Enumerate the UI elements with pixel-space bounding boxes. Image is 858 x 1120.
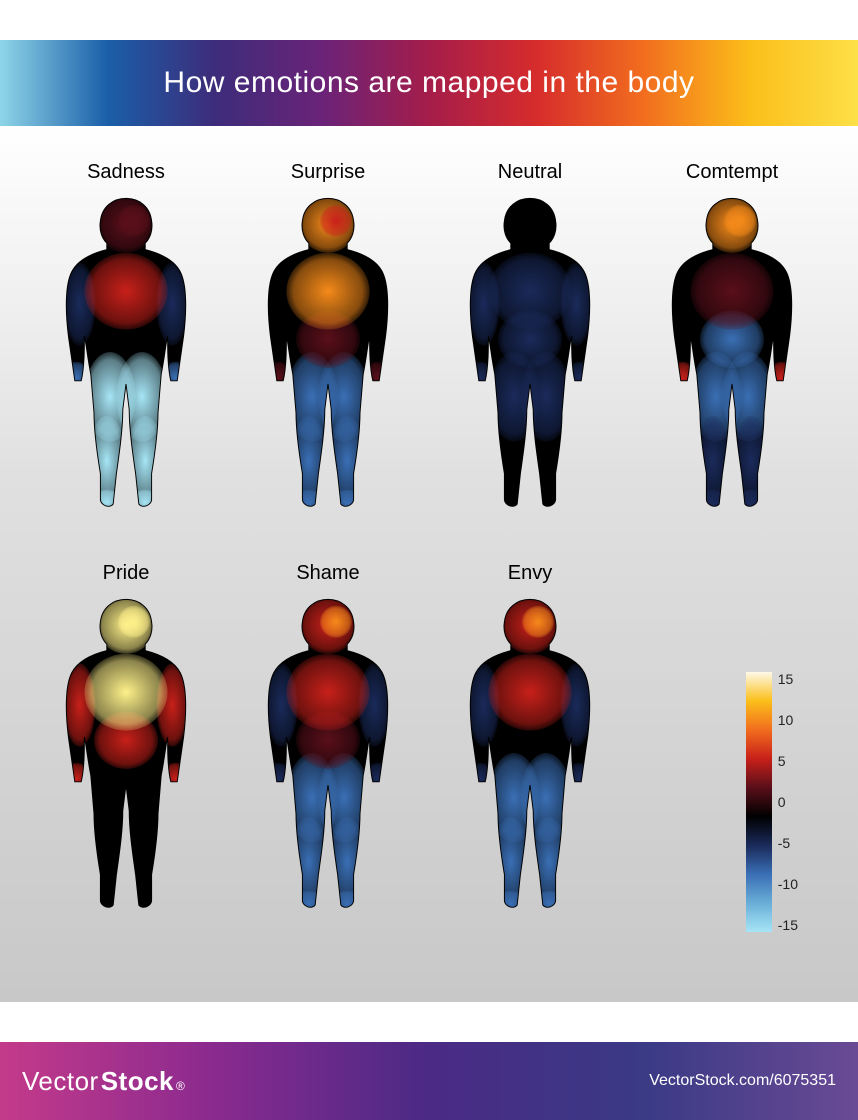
body-heatmap (248, 593, 408, 913)
emotion-figure: Surprise (232, 161, 424, 512)
colorbar-tick: -15 (778, 918, 798, 932)
page-title: How emotions are mapped in the body (163, 66, 694, 100)
brand-part2: Stock (101, 1066, 174, 1097)
colorbar-tick: -10 (778, 877, 798, 891)
emotion-label: Comtempt (686, 161, 778, 184)
body-heatmap (450, 593, 610, 913)
emotion-figure: Comtempt (636, 161, 828, 512)
body-heatmap (652, 192, 812, 512)
emotion-label: Envy (508, 562, 552, 585)
footer-credit: VectorStock.com/6075351 (649, 1072, 836, 1090)
colorbar: 15 10 5 0 -5 -10 -15 (746, 672, 798, 932)
emotion-label: Sadness (87, 161, 165, 184)
brand-reg: ® (176, 1079, 185, 1093)
emotion-figure: Envy (434, 562, 626, 913)
footer-brand: Vector Stock ® (22, 1066, 185, 1097)
body-heatmap (450, 192, 610, 512)
colorbar-ticks: 15 10 5 0 -5 -10 -15 (778, 672, 798, 932)
colorbar-tick: -5 (778, 836, 798, 850)
colorbar-tick: 0 (778, 795, 798, 809)
colorbar-tick: 10 (778, 713, 798, 727)
emotion-figure: Sadness (30, 161, 222, 512)
colorbar-tick: 5 (778, 754, 798, 768)
body-heatmap (248, 192, 408, 512)
emotion-figure: Pride (30, 562, 222, 913)
emotion-label: Surprise (291, 161, 365, 184)
footer: Vector Stock ® VectorStock.com/6075351 (0, 1042, 858, 1120)
emotion-label: Pride (103, 562, 150, 585)
emotion-label: Neutral (498, 161, 562, 184)
emotion-figure: Neutral (434, 161, 626, 512)
colorbar-gradient (746, 672, 772, 932)
colorbar-tick: 15 (778, 672, 798, 686)
body-heatmap (46, 593, 206, 913)
content-area: Sadness Surprise Neutral Comtempt Pride Shame… (0, 126, 858, 1002)
brand-part1: Vector (22, 1066, 99, 1097)
body-heatmap (46, 192, 206, 512)
emotion-label: Shame (296, 562, 359, 585)
header-bar: How emotions are mapped in the body (0, 40, 858, 126)
emotion-figure: Shame (232, 562, 424, 913)
emotion-grid: Sadness Surprise Neutral Comtempt Pride Shame… (30, 161, 828, 913)
